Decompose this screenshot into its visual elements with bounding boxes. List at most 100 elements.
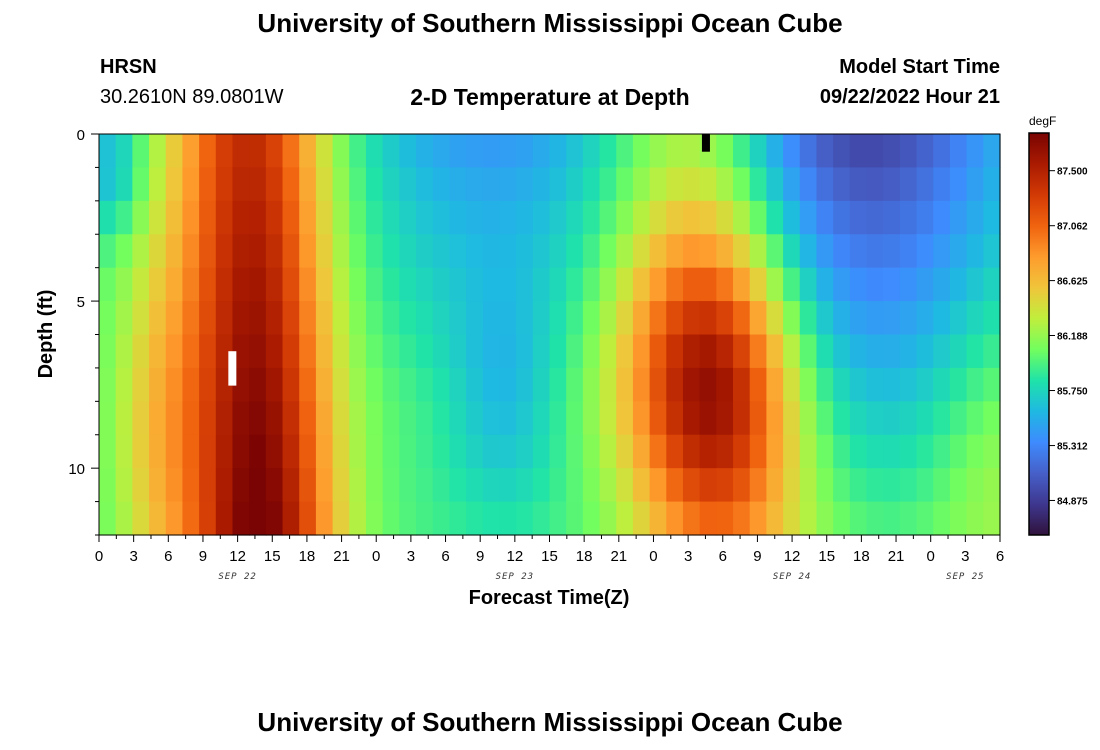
- heatmap-cell: [582, 200, 601, 235]
- heatmap-cell: [149, 167, 167, 202]
- heatmap-cell: [416, 501, 434, 536]
- heatmap-cell: [149, 501, 167, 536]
- x-tick-label: 15: [541, 548, 558, 565]
- heatmap-cell: [299, 167, 317, 202]
- heatmap-cell: [482, 134, 501, 169]
- heatmap-cell: [682, 501, 701, 536]
- heatmap-cell: [933, 334, 951, 369]
- heatmap-cell: [783, 401, 801, 436]
- heatmap-cell: [382, 367, 400, 402]
- heatmap-cell: [849, 234, 868, 269]
- heatmap-cell: [265, 401, 284, 436]
- heatmap-cell: [315, 367, 334, 402]
- heatmap-cell: [933, 267, 951, 302]
- heatmap-cell: [315, 434, 334, 469]
- station-coordinates: 30.2610N 89.0801W: [100, 86, 284, 108]
- heatmap-cell: [649, 367, 667, 402]
- heatmap-cell: [666, 501, 684, 536]
- heatmap-cell: [799, 468, 818, 503]
- heatmap-cell: [799, 267, 818, 302]
- heatmap-cell: [265, 301, 284, 336]
- heatmap-cell: [599, 501, 617, 536]
- heatmap-cell: [132, 401, 150, 436]
- heatmap-cell: [733, 334, 751, 369]
- heatmap-cell: [182, 434, 200, 469]
- heatmap-cell: [632, 501, 651, 536]
- heatmap-cell: [949, 301, 968, 336]
- heatmap-cell: [449, 468, 467, 503]
- heatmap-cell: [916, 167, 934, 202]
- heatmap-cell: [449, 134, 467, 169]
- heatmap-cell: [666, 267, 684, 302]
- heatmap-cell: [332, 134, 350, 169]
- heatmap-cell: [599, 468, 617, 503]
- heatmap-cell: [682, 367, 701, 402]
- heatmap-cell: [99, 468, 117, 503]
- colorbar: degF 87.500 87.062 86.625 86.188 85.750 85.31…: [1028, 114, 1088, 536]
- heatmap-cell: [466, 434, 484, 469]
- heatmap-cell: [482, 234, 501, 269]
- heatmap-cell: [315, 167, 334, 202]
- model-start-label: Model Start Time: [839, 56, 1000, 78]
- heatmap-cell: [783, 301, 801, 336]
- heatmap-cell: [649, 434, 667, 469]
- heatmap-cell: [182, 401, 200, 436]
- colorbar-unit: degF: [1029, 114, 1056, 128]
- heatmap-cell: [866, 267, 884, 302]
- heatmap-cell: [616, 267, 634, 302]
- heatmap-cell: [599, 401, 617, 436]
- x-tick-label: 0: [372, 548, 380, 565]
- heatmap-cell: [883, 267, 901, 302]
- heatmap-cell: [666, 401, 684, 436]
- heatmap-cell: [833, 200, 851, 235]
- heatmap-cell: [816, 200, 834, 235]
- heatmap-cell: [365, 334, 384, 369]
- x-tick-label: 9: [753, 548, 761, 565]
- heatmap-cell: [149, 468, 167, 503]
- heatmap-cell: [566, 501, 584, 536]
- heatmap-cell: [632, 301, 651, 336]
- heatmap-cell: [566, 267, 584, 302]
- heatmap-cell: [849, 468, 868, 503]
- heatmap-cell: [199, 234, 217, 269]
- heatmap-cell: [265, 434, 284, 469]
- heatmap-cell: [416, 267, 434, 302]
- heatmap-cell: [99, 167, 117, 202]
- x-tick-label: 6: [441, 548, 449, 565]
- heatmap-cell: [916, 401, 934, 436]
- x-date-label: SEP 23: [496, 572, 535, 582]
- x-tick-label: 0: [927, 548, 935, 565]
- heatmap-cell: [282, 434, 300, 469]
- heatmap-cell: [949, 167, 968, 202]
- heatmap-cell: [332, 501, 350, 536]
- heatmap-cell: [549, 200, 567, 235]
- heatmap-cell: [716, 367, 734, 402]
- heatmap-cell: [532, 134, 551, 169]
- heatmap-cell: [733, 200, 751, 235]
- heatmap-cell: [449, 367, 467, 402]
- heatmap-cell: [416, 434, 434, 469]
- heatmap-cell: [966, 334, 984, 369]
- heatmap-cell: [783, 334, 801, 369]
- heatmap-cell: [616, 134, 634, 169]
- heatmap-cell: [549, 468, 567, 503]
- heatmap-cell: [682, 401, 701, 436]
- heatmap-cell: [532, 234, 551, 269]
- heatmap-cell: [716, 468, 734, 503]
- heatmap-cell: [115, 334, 133, 369]
- x-tick-label: 3: [684, 548, 692, 565]
- heatmap-cell: [215, 301, 234, 336]
- heatmap-cell: [616, 401, 634, 436]
- heatmap-cell: [682, 134, 701, 169]
- heatmap-cell: [182, 501, 200, 536]
- x-tick-label: 18: [853, 548, 870, 565]
- heatmap-cell: [516, 301, 534, 336]
- heatmap-cell: [666, 200, 684, 235]
- heatmap-cell: [949, 267, 968, 302]
- heatmap-cell: [899, 301, 918, 336]
- heatmap-cell: [966, 468, 984, 503]
- heatmap-cell: [115, 401, 133, 436]
- heatmap-cell: [616, 367, 634, 402]
- heatmap-cell: [582, 367, 601, 402]
- heatmap-cell: [382, 167, 400, 202]
